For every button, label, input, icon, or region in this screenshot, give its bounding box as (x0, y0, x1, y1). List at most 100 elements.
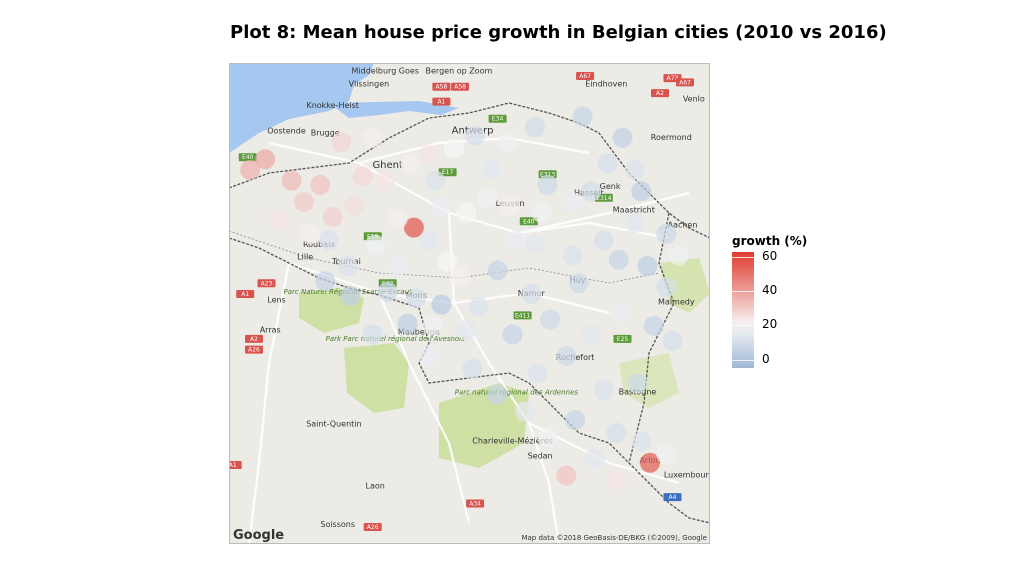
svg-text:A58: A58 (436, 84, 448, 91)
road-shield: A1 (229, 461, 242, 469)
city-growth-point (365, 234, 386, 255)
city-growth-point (387, 256, 408, 277)
map-attribution: Map data ©2018 GeoBasis-DE/BKG (©2009), … (521, 534, 707, 542)
city-growth-point (397, 313, 418, 334)
city-growth-point (606, 469, 627, 490)
city-growth-point (525, 117, 546, 138)
city-growth-point (506, 230, 527, 251)
city-growth-point (375, 170, 396, 191)
road-shield: A58 (432, 82, 451, 91)
road-shield: E40 (238, 153, 257, 162)
city-growth-point (422, 315, 443, 336)
city-growth-point (612, 127, 633, 148)
svg-text:A58: A58 (454, 84, 466, 91)
park-label: Park Parc naturel régional de l'Avesnois (326, 335, 466, 343)
city-growth-point (572, 106, 593, 127)
place-label: Roubaix (303, 240, 335, 249)
city-growth-point (525, 234, 546, 255)
city-growth-point (403, 217, 424, 238)
city-growth-point (656, 224, 677, 244)
city-growth-point (540, 309, 561, 330)
svg-text:A67: A67 (679, 79, 691, 86)
place-label: Luxembourg (664, 471, 710, 480)
legend-tick-mark (732, 359, 754, 361)
city-growth-point (477, 187, 498, 208)
city-growth-point (515, 401, 536, 422)
city-growth-point (562, 192, 583, 212)
place-label: Knokke-Heist (306, 101, 358, 110)
city-growth-point (437, 251, 458, 272)
city-growth-point (640, 452, 660, 473)
city-growth-point (300, 224, 321, 244)
map-svg: Bergen op ZoomBredaTilburgMiddelburgGoes… (229, 63, 710, 544)
city-growth-point (537, 174, 558, 195)
place-label: Maastricht (613, 206, 655, 215)
legend-tick-label: 60 (762, 249, 778, 264)
city-growth-point (387, 209, 408, 230)
city-growth-point (656, 444, 677, 465)
city-growth-point (625, 213, 645, 234)
place-label: Arras (260, 325, 281, 334)
road-shield: A2 (245, 334, 263, 343)
road-shield: A1 (236, 290, 255, 298)
city-growth-point (662, 330, 683, 351)
city-growth-point (631, 181, 652, 202)
svg-text:A26: A26 (248, 347, 260, 354)
svg-text:A67: A67 (579, 73, 591, 80)
city-growth-point (331, 132, 352, 153)
city-growth-point (431, 294, 452, 315)
city-growth-point (431, 196, 452, 217)
svg-text:A34: A34 (469, 501, 481, 508)
legend-tick-mark (732, 325, 754, 327)
city-growth-point (537, 427, 558, 448)
map-estuary (329, 101, 459, 118)
city-growth-point (581, 324, 602, 345)
legend-colorbar (732, 252, 754, 368)
road-shield: E25 (613, 334, 632, 343)
svg-text:A2: A2 (250, 336, 258, 343)
park-label: Parc naturel régional des Ardennes (455, 388, 579, 396)
road-shield: A67 (676, 78, 694, 87)
city-growth-point (531, 202, 552, 223)
city-growth-point (585, 448, 606, 469)
svg-text:A1: A1 (229, 462, 237, 469)
city-growth-point (521, 283, 542, 304)
city-growth-point (562, 245, 583, 266)
data-points (240, 106, 689, 490)
city-growth-point (362, 324, 383, 345)
city-growth-point (497, 132, 518, 153)
google-logo: Google (233, 528, 284, 543)
city-growth-point (425, 170, 446, 191)
place-label: Aachen (668, 221, 698, 230)
city-growth-point (527, 363, 548, 383)
city-growth-point (481, 159, 502, 180)
svg-text:A1: A1 (437, 99, 445, 106)
svg-text:E40: E40 (242, 154, 254, 161)
place-label: Eindhoven (585, 80, 627, 89)
svg-text:A23: A23 (261, 280, 273, 287)
city-growth-point (418, 345, 439, 366)
forest-east (659, 258, 710, 313)
road-shield: E34 (488, 114, 507, 123)
city-growth-point (568, 273, 589, 294)
place-label: Ghent (372, 160, 403, 171)
svg-text:E17: E17 (442, 169, 454, 176)
city-growth-point (625, 159, 645, 180)
city-growth-point (556, 345, 577, 366)
road-shield: A1 (432, 97, 451, 106)
city-growth-point (593, 380, 614, 401)
svg-text:A26: A26 (367, 524, 379, 531)
legend-tick-label: 0 (762, 351, 770, 366)
road-shield: A26 (363, 523, 382, 531)
city-growth-point (315, 271, 336, 292)
place-label: Middelburg (351, 67, 396, 76)
road-network (247, 136, 690, 544)
road-shield: A34 (466, 499, 485, 508)
city-growth-point (343, 196, 364, 217)
legend: growth (%) 60 40 20 0 (732, 234, 872, 374)
city-growth-point (608, 249, 629, 270)
city-growth-point (581, 181, 602, 202)
city-growth-point (418, 144, 439, 165)
city-growth-point (352, 166, 373, 187)
city-growth-point (400, 153, 421, 174)
